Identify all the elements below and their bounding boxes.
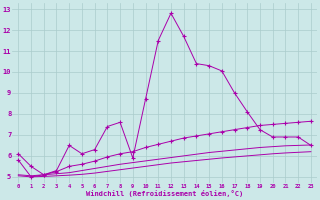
X-axis label: Windchill (Refroidissement éolien,°C): Windchill (Refroidissement éolien,°C) <box>86 190 243 197</box>
